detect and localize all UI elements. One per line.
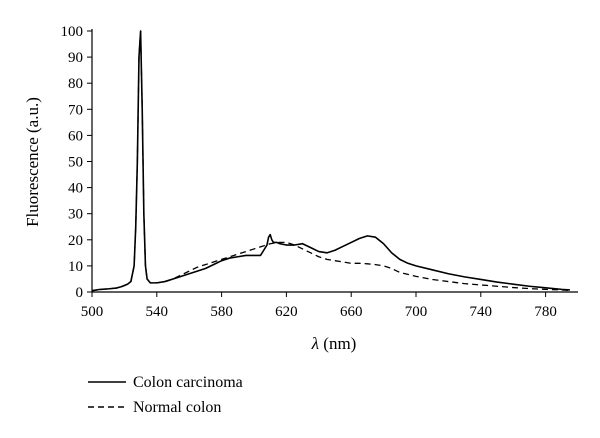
x-tick-label: 780 [534, 304, 557, 320]
x-tick-label: 620 [275, 304, 298, 320]
x-tick-label: 500 [81, 304, 104, 320]
y-tick-label: 30 [68, 207, 83, 223]
series-line-colon-carcinoma [91, 30, 570, 292]
x-axis-symbol: λ [311, 334, 319, 353]
x-axis-unit: (nm) [319, 334, 356, 353]
y-tick-label: 10 [68, 259, 83, 275]
legend-label-normal-colon: Normal colon [133, 399, 221, 416]
y-tick-label: 20 [68, 233, 83, 249]
y-tick-label: 80 [68, 76, 83, 92]
x-tick-label: 700 [405, 304, 428, 320]
series-line-normal-colon [91, 30, 570, 292]
y-tick-label: 70 [68, 102, 83, 118]
y-tick-label: 0 [76, 285, 84, 301]
plot-axes [91, 29, 578, 293]
y-axis-title: Fluorescence (a.u.) [23, 97, 42, 227]
y-tick-label: 60 [68, 128, 83, 144]
x-tick-label: 580 [210, 304, 233, 320]
y-tick-label: 50 [68, 155, 83, 171]
legend: Colon carcinoma Normal colon [88, 374, 243, 416]
y-tick-label: 100 [61, 24, 84, 40]
legend-label-colon-carcinoma: Colon carcinoma [133, 374, 243, 391]
x-tick-label: 660 [340, 304, 363, 320]
plot-series [91, 30, 570, 292]
plot-ticks: 0 10 20 30 40 50 60 70 80 90 100 500 540 580 620 660 700… [61, 24, 557, 320]
y-tick-label: 90 [68, 50, 83, 66]
x-tick-label: 740 [470, 304, 493, 320]
x-tick-label: 540 [146, 304, 169, 320]
y-tick-label: 40 [68, 181, 83, 197]
x-axis-title: λ (nm) [311, 334, 357, 353]
